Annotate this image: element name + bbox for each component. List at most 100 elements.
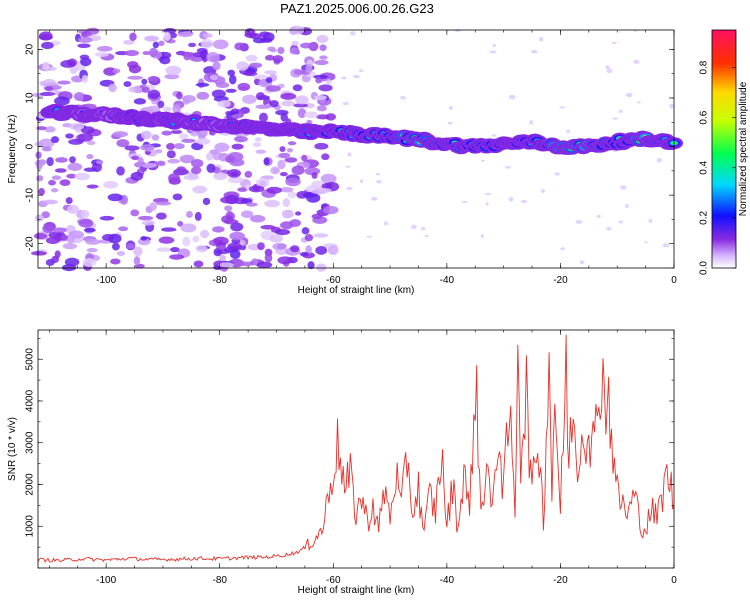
heatmap-noise-speck [566,129,570,134]
heatmap-noise-speck [345,165,351,168]
heatmap-noise-speck [504,166,512,169]
heatmap-noise-speck [605,65,610,70]
heatmap-noise-blob [36,175,44,182]
heatmap-noise-blob [168,173,180,183]
heatmap-noise-blob [234,42,246,51]
heatmap-noise-blob [230,222,244,232]
heatmap-noise-blob [245,54,258,62]
heatmap-noise-speck [620,185,627,190]
heatmap-noise-speck [489,50,497,54]
heatmap-noise-blob [206,152,214,161]
heatmap-noise-speck [359,179,364,184]
heatmap-noise-blob [190,158,204,168]
heatmap-noise-blob [182,236,191,247]
colorbar-label: Normalized spectral amplitude [738,81,749,216]
heatmap-noise-blob [130,171,144,181]
heatmap-noise-blob [147,89,161,100]
heatmap-noise-blob [217,100,231,108]
heatmap-noise-speck [400,95,406,100]
heatmap-noise-blob [45,259,55,266]
heatmap-noise-speck [375,172,380,176]
heatmap-noise-blob [279,172,288,177]
heatmap-noise-blob [287,191,297,199]
heatmap-noise-blob [165,65,182,76]
heatmap-noise-blob [48,179,56,186]
heatmap-noise-blob [112,131,129,138]
heatmap-noise-blob [259,31,271,38]
heatmap-noise-blob [269,234,283,243]
heatmap-noise-blob [292,84,303,92]
heatmap-noise-blob [140,130,152,140]
heatmap-noise-blob [163,31,171,41]
heatmap-noise-blob [316,34,329,44]
heatmap-noise-blob [195,82,210,87]
heatmap-noise-blob [279,146,286,153]
heatmap-noise-blob [84,227,96,233]
heatmap-noise-blob [327,245,339,256]
snr-x-tick-label: 0 [671,575,677,586]
heatmap-noise-blob [196,245,208,253]
snr-x-tick-label: -80 [212,575,227,586]
heatmap-noise-blob [259,112,268,123]
heatmap-noise-blob [131,155,140,161]
snr-plot-area [38,330,674,568]
heatmap-noise-blob [69,156,76,164]
heatmap-noise-blob [237,82,251,91]
heatmap-noise-blob [116,139,130,148]
heatmap-noise-blob [39,80,47,86]
heatmap-noise-blob [179,133,189,140]
heatmap-noise-blob [244,170,253,178]
snr-y-ticks: 1000 2000 3000 4000 5000 [25,338,674,569]
heatmap-noise-blob [211,89,226,99]
heatmap-noise-blob [141,162,158,168]
heatmap-noise-blob [282,198,291,208]
heatmap-noise-blob [78,218,94,228]
heatmap-noise-blob [96,45,113,52]
heatmap-noise-blob [38,187,45,196]
heatmap-noise-blob [137,157,144,167]
heatmap-noise-blob [301,227,310,235]
heatmap-noise-blob [155,149,163,154]
spectrogram-y-tick-label: 20 [25,43,36,55]
heatmap-noise-blob [321,182,333,190]
heatmap-noise-blob [225,155,236,163]
heatmap-noise-blob [130,209,140,217]
heatmap-noise-speck [529,120,534,125]
heatmap-noise-blob [54,96,70,106]
heatmap-noise-blob [319,44,327,52]
heatmap-noise-blob [272,243,287,251]
heatmap-noise-cloud [30,25,675,272]
heatmap-noise-blob [77,93,84,101]
heatmap-noise-speck [448,106,454,110]
heatmap-noise-blob [311,172,318,179]
heatmap-noise-blob [277,256,293,265]
heatmap-noise-blob [54,168,67,173]
heatmap-noise-blob [141,219,155,226]
heatmap-noise-blob [94,52,109,58]
heatmap-noise-speck [350,31,356,36]
heatmap-noise-blob [38,138,55,149]
heatmap-noise-blob [316,187,332,194]
heatmap-noise-blob [318,84,333,92]
heatmap-noise-blob [142,51,151,56]
heatmap-noise-blob [80,57,92,67]
heatmap-noise-blob [266,186,282,194]
heatmap-noise-blob [161,130,172,136]
heatmap-noise-blob [306,193,321,203]
heatmap-noise-speck [480,159,485,162]
heatmap-noise-blob [200,229,210,239]
spectrogram-y-tick-label: 10 [25,92,36,104]
heatmap-noise-blob [224,205,233,212]
heatmap-noise-blob [245,202,258,207]
heatmap-noise-blob [236,61,249,71]
heatmap-noise-blob [126,243,135,249]
heatmap-noise-speck [376,179,382,184]
heatmap-noise-blob [86,140,96,146]
spectrogram-x-tick-label: -40 [440,275,455,286]
heatmap-noise-blob [42,224,55,234]
heatmap-noise-blob [323,205,339,215]
heatmap-noise-blob [190,166,202,175]
heatmap-noise-blob [81,74,88,84]
heatmap-noise-blob [192,185,207,194]
heatmap-noise-blob [293,103,309,108]
